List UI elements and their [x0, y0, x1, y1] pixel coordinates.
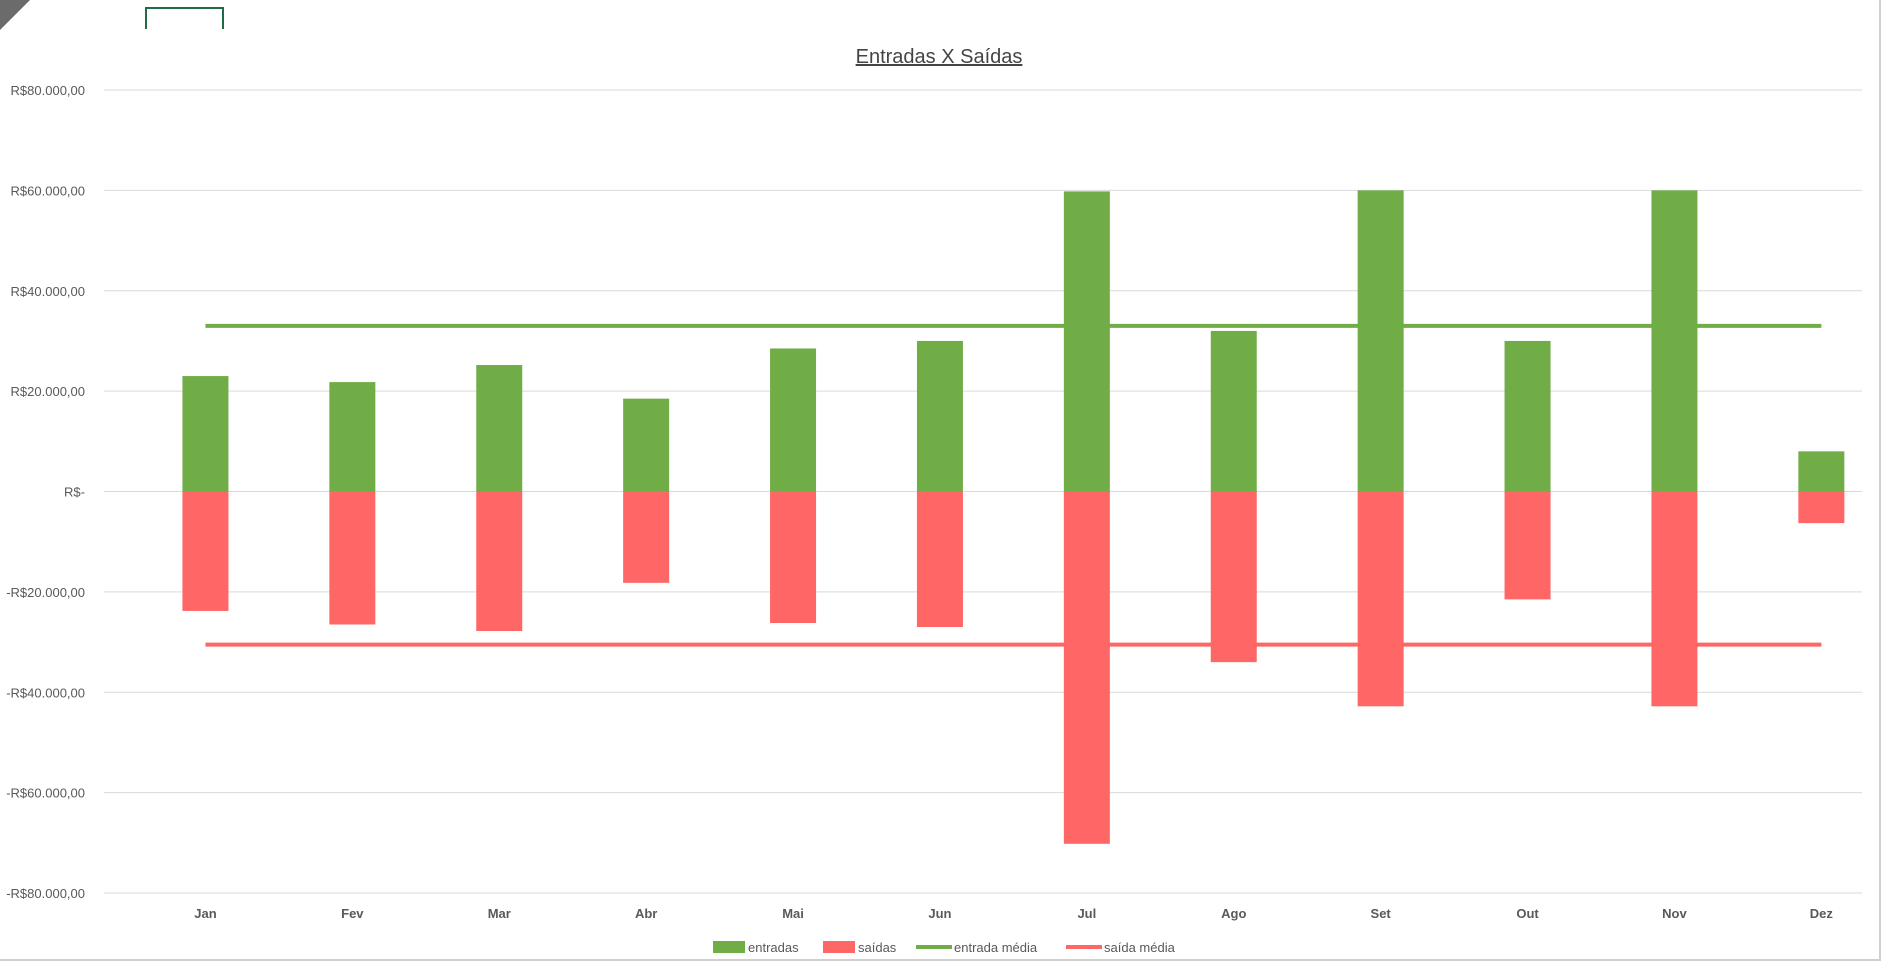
entradas-bar-set[interactable] [1357, 190, 1404, 492]
x-tick-label: Jan [194, 906, 216, 921]
y-axis-tick-labels: R$80.000,00 R$60.000,00 R$40.000,00 R$20.00… [6, 83, 85, 901]
legend-label: entrada média [954, 940, 1038, 955]
y-tick-label: -R$60.000,00 [6, 786, 85, 801]
y-tick-label: -R$20.000,00 [6, 585, 85, 600]
saidas-bar-mar[interactable] [476, 491, 523, 632]
saidas-bar-ago[interactable] [1210, 491, 1257, 663]
x-tick-label: Ago [1221, 906, 1246, 921]
x-tick-label: Out [1516, 906, 1539, 921]
legend-swatch [713, 941, 745, 953]
y-tick-label: R$20.000,00 [11, 384, 85, 399]
saidas-bar-mai[interactable] [770, 491, 817, 623]
y-tick-label: R$- [64, 485, 85, 500]
legend-swatch [823, 941, 855, 953]
entradas-bar-nov[interactable] [1651, 190, 1698, 492]
y-tick-label: R$80.000,00 [11, 83, 85, 98]
entradas-bar-jul[interactable] [1063, 191, 1110, 492]
entradas-bar-dez[interactable] [1798, 451, 1845, 492]
legend[interactable]: entradas saídas entrada média saída média [713, 940, 1176, 955]
entradas-bar-mai[interactable] [770, 348, 817, 492]
x-tick-label: Mar [488, 906, 511, 921]
entradas-bar-jan[interactable] [182, 376, 229, 492]
y-tick-label: -R$40.000,00 [6, 685, 85, 700]
saidas-bar-jul[interactable] [1063, 491, 1110, 844]
selected-cell-outline [145, 7, 224, 29]
saidas-bar-out[interactable] [1504, 491, 1551, 600]
entradas-bar-ago[interactable] [1210, 330, 1257, 492]
entradas-bar-jun[interactable] [916, 340, 963, 492]
entradas-bar-fev[interactable] [329, 382, 376, 492]
x-axis-tick-labels: Jan Fev Mar Abr Mai Jun Jul Ago Set Out Nov Dez [194, 906, 1833, 921]
x-tick-label: Jul [1077, 906, 1096, 921]
legend-label: saída média [1104, 940, 1176, 955]
bars [182, 190, 1845, 844]
average-lines [205, 323, 1822, 647]
saidas-bar-jan[interactable] [182, 491, 229, 611]
chart-area-right-border [1879, 0, 1881, 961]
entradas-bar-abr[interactable] [623, 398, 670, 492]
saidas-bar-set[interactable] [1357, 491, 1404, 707]
x-tick-label: Abr [635, 906, 657, 921]
x-tick-label: Dez [1810, 906, 1834, 921]
legend-label: saídas [858, 940, 897, 955]
legend-label: entradas [748, 940, 799, 955]
gridlines [104, 89, 1862, 894]
saidas-bar-dez[interactable] [1798, 491, 1845, 524]
x-tick-label: Jun [928, 906, 951, 921]
entradas-bar-out[interactable] [1504, 340, 1551, 492]
saidas-bar-fev[interactable] [329, 491, 376, 625]
y-tick-label: R$60.000,00 [11, 183, 85, 198]
x-tick-label: Set [1371, 906, 1392, 921]
y-tick-label: -R$80.000,00 [6, 886, 85, 901]
x-tick-label: Fev [341, 906, 364, 921]
entradas-bar-mar[interactable] [476, 365, 523, 492]
saidas-bar-nov[interactable] [1651, 491, 1698, 707]
chart-area-bottom-border [0, 959, 1881, 961]
y-tick-label: R$40.000,00 [11, 284, 85, 299]
chart-title: Entradas X Saídas [856, 46, 1023, 68]
x-tick-label: Nov [1662, 906, 1687, 921]
sheet-corner-triangle [0, 0, 30, 30]
saidas-bar-abr[interactable] [623, 491, 670, 583]
x-tick-label: Mai [782, 906, 804, 921]
saidas-bar-jun[interactable] [916, 491, 963, 628]
